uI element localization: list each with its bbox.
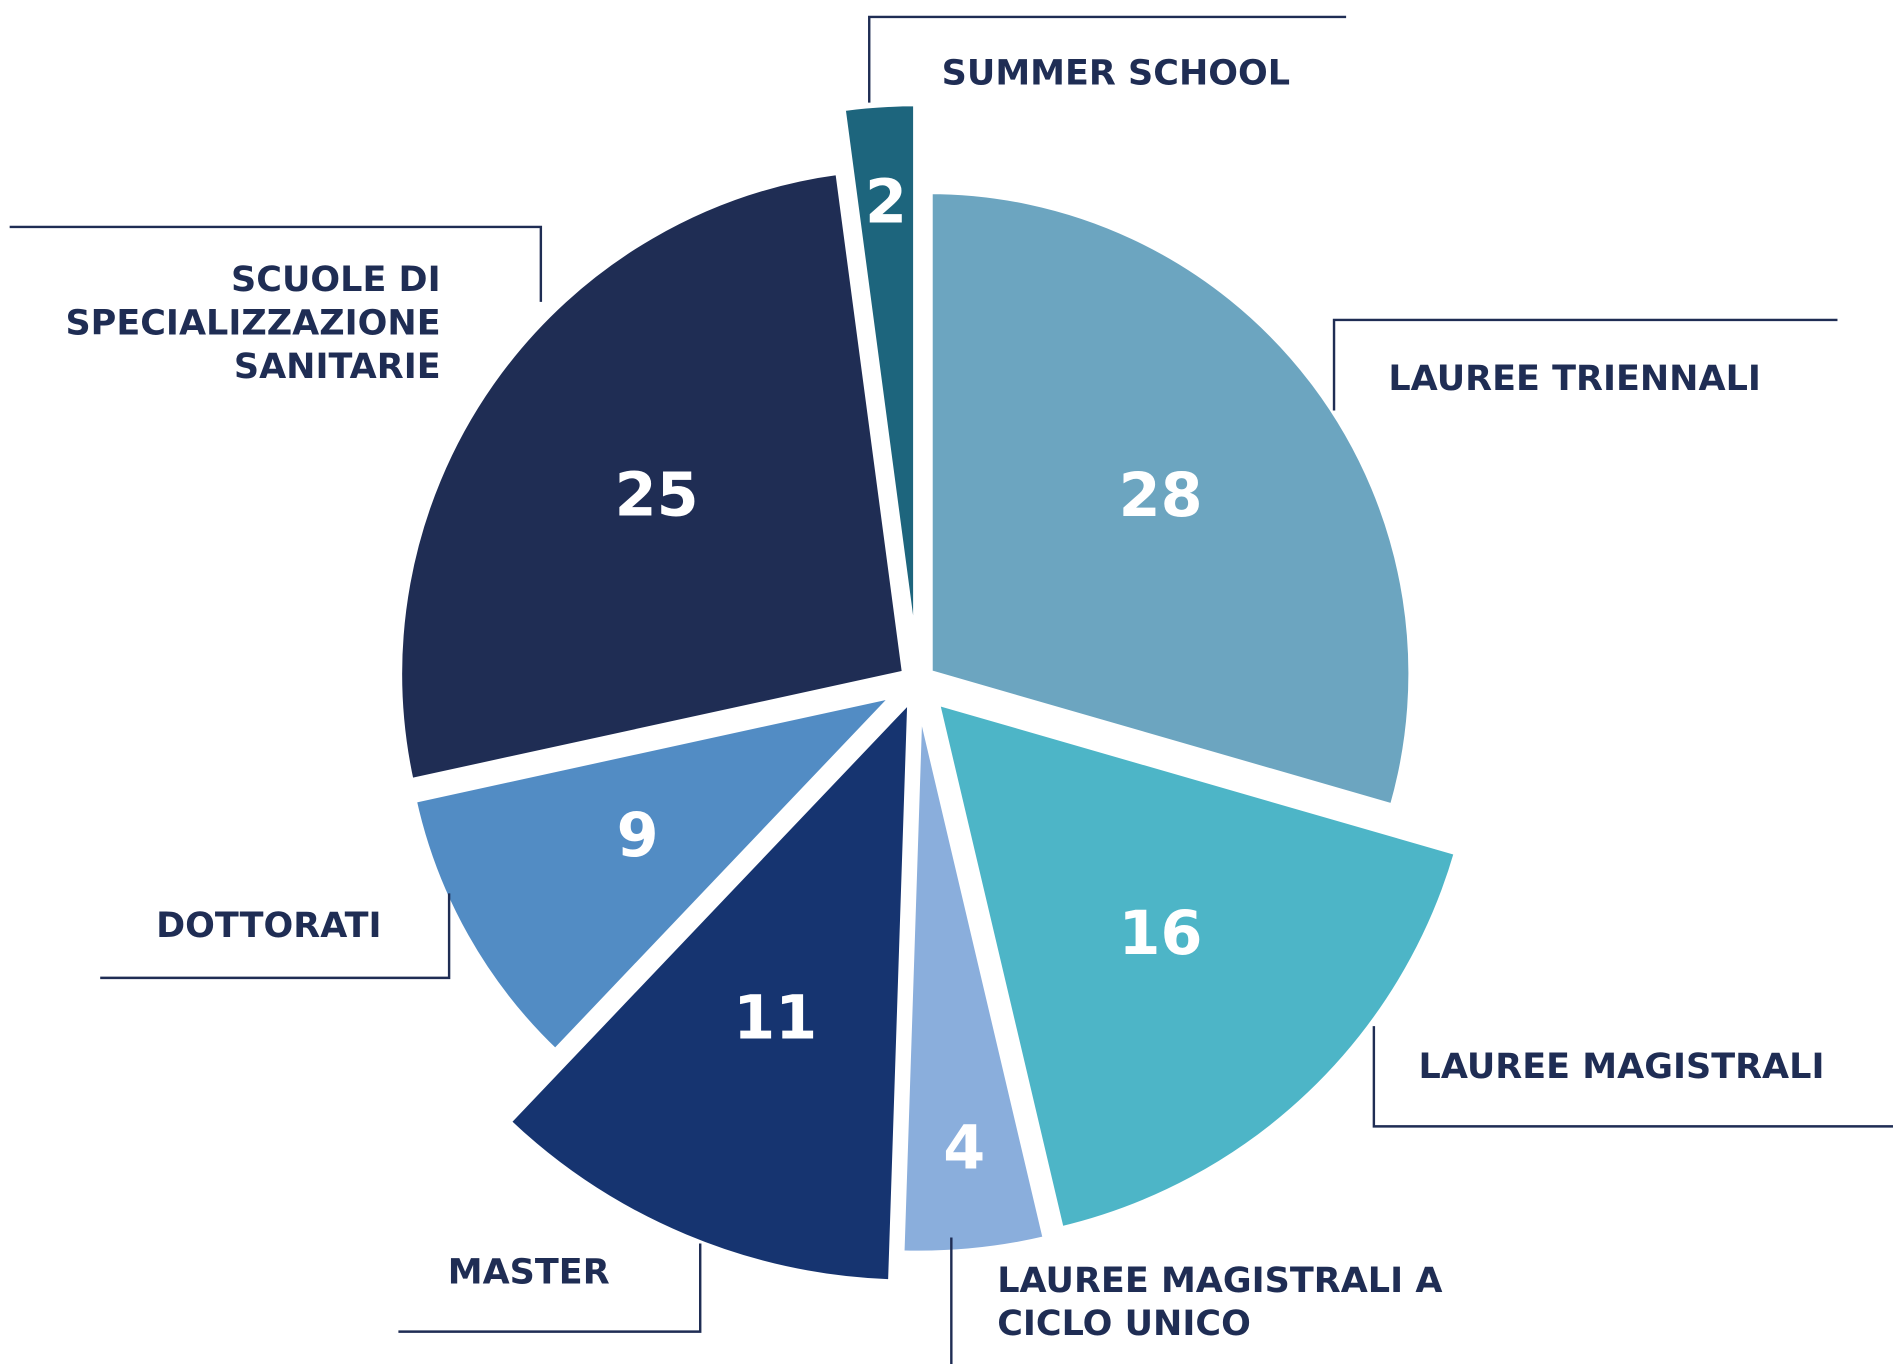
category-label: DOTTORATI — [156, 904, 382, 946]
pie-slice — [838, 99, 921, 674]
pie-slice — [409, 690, 901, 1057]
pie-slice — [925, 186, 1416, 811]
value-label: 4 — [943, 1114, 985, 1184]
leader-line — [868, 15, 1347, 103]
leader-line — [9, 225, 543, 302]
value-label: 25 — [615, 461, 699, 531]
value-label: 9 — [617, 801, 659, 871]
leader-line — [1332, 318, 1838, 411]
leader-line — [1372, 1026, 1893, 1128]
pie-slice — [932, 697, 1462, 1234]
pie-slice — [897, 695, 1051, 1258]
category-label: SUMMER SCHOOL — [941, 51, 1291, 93]
leader-line — [398, 1243, 702, 1333]
value-label: 16 — [1119, 899, 1203, 969]
category-label: LAUREE TRIENNALI — [1388, 357, 1761, 399]
category-label: LAUREE MAGISTRALI — [1418, 1045, 1825, 1087]
category-label: SCUOLE DI SPECIALIZZAZIONE SANITARIE — [65, 258, 441, 387]
category-label: LAUREE MAGISTRALI A CICLO UNICO — [997, 1259, 1443, 1344]
leader-line — [100, 893, 451, 980]
pie-slice — [503, 694, 915, 1287]
value-label: 11 — [733, 983, 817, 1053]
category-label: MASTER — [447, 1250, 610, 1292]
pie-slice — [394, 167, 910, 786]
value-label: 28 — [1119, 461, 1203, 531]
value-label: 2 — [865, 167, 907, 237]
